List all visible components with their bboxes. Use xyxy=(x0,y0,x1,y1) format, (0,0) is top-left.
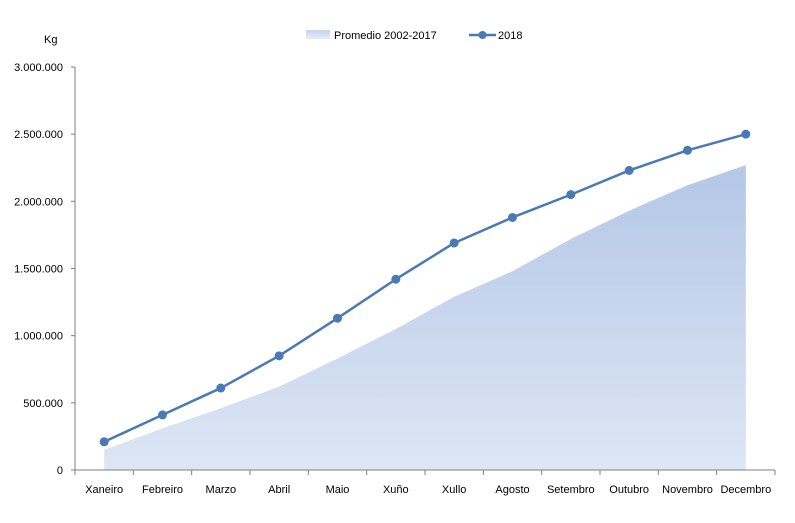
legend-swatch-marker xyxy=(478,31,487,39)
line-point-2018 xyxy=(274,351,284,361)
x-tick-label: Setembro xyxy=(547,484,595,496)
line-point-2018 xyxy=(391,274,401,284)
line-point-2018 xyxy=(508,212,517,222)
line-series-2018 xyxy=(103,132,747,443)
y-axis-label: Kg xyxy=(44,34,57,46)
line-point-2018 xyxy=(683,145,692,155)
legend-swatch-area xyxy=(306,30,330,39)
x-tick-label: Xaneiro xyxy=(85,484,123,496)
legend-label-area: Promedio 2002-2017 xyxy=(334,30,437,42)
line-point-2018 xyxy=(99,437,109,447)
x-tick-label: Agosto xyxy=(495,484,529,496)
x-tick-label: Novembro xyxy=(662,484,713,496)
y-tick-label: 2.500.000 xyxy=(14,129,63,141)
line-point-2018 xyxy=(624,165,634,175)
legend: Promedio 2002-2017 2018 xyxy=(306,30,522,42)
x-tick-label: Abril xyxy=(268,484,290,496)
line-point-2018 xyxy=(333,313,342,323)
x-tick-label: Outubro xyxy=(609,484,649,496)
line-point-2018 xyxy=(566,190,576,200)
line-point-2018 xyxy=(216,383,226,393)
x-tick-label: Decembro xyxy=(720,484,771,496)
y-tick-label: 500.000 xyxy=(23,398,63,410)
y-tick-label: 0 xyxy=(57,465,63,477)
x-tick-label: Xuño xyxy=(383,484,409,496)
x-tick-label: Maio xyxy=(326,484,350,496)
y-tick-label: 3.000.000 xyxy=(14,62,63,74)
line-point-2018 xyxy=(741,129,751,139)
line-point-2018 xyxy=(449,238,459,248)
y-axis: 0 500.000 1.000.000 1.500.000 2.000.000 2.500… xyxy=(14,62,76,477)
legend-label-line: 2018 xyxy=(498,30,522,42)
y-tick-label: 1.000.000 xyxy=(14,331,63,343)
plot-area xyxy=(99,129,751,470)
x-axis: Xaneiro Febreiro Marzo Abril Maio Xuño Xullo Ag… xyxy=(74,469,776,496)
line-point-2018 xyxy=(158,410,167,420)
x-tick-label: Marzo xyxy=(206,484,237,496)
y-tick-label: 1.500.000 xyxy=(14,264,63,276)
x-tick-label: Febreiro xyxy=(142,484,183,496)
x-tick-label: Xullo xyxy=(442,484,466,496)
y-tick-label: 2.000.000 xyxy=(14,196,63,208)
area-series-promedio xyxy=(104,165,746,470)
